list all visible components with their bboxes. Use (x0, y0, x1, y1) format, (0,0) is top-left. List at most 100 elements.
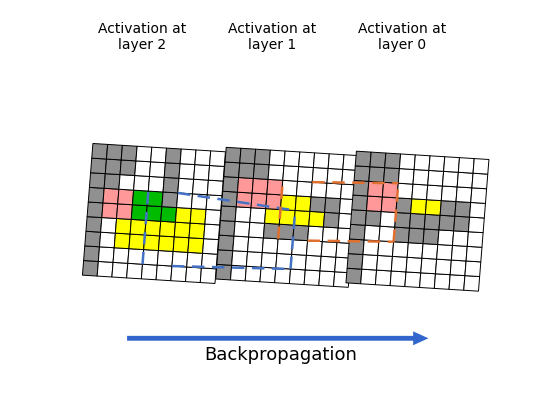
Polygon shape (100, 232, 116, 248)
Polygon shape (249, 222, 265, 238)
Polygon shape (225, 147, 241, 163)
Polygon shape (238, 163, 254, 178)
Polygon shape (145, 220, 161, 236)
Polygon shape (349, 239, 364, 254)
Polygon shape (205, 209, 221, 225)
Polygon shape (132, 205, 147, 220)
Polygon shape (363, 240, 379, 256)
Polygon shape (295, 196, 311, 211)
Polygon shape (266, 194, 282, 210)
Polygon shape (171, 266, 187, 282)
Polygon shape (392, 242, 408, 257)
Polygon shape (221, 191, 237, 207)
Polygon shape (90, 158, 106, 174)
Polygon shape (147, 191, 163, 207)
Polygon shape (84, 246, 100, 262)
Polygon shape (117, 204, 133, 220)
Polygon shape (144, 235, 159, 250)
Polygon shape (370, 152, 386, 168)
Polygon shape (186, 267, 202, 282)
Polygon shape (299, 152, 315, 168)
Polygon shape (158, 236, 174, 252)
Polygon shape (328, 154, 344, 169)
Polygon shape (156, 265, 172, 281)
Polygon shape (420, 273, 436, 288)
Polygon shape (142, 250, 158, 265)
Polygon shape (362, 254, 378, 270)
Polygon shape (305, 255, 321, 271)
Polygon shape (141, 264, 157, 280)
Polygon shape (146, 206, 162, 221)
Polygon shape (208, 166, 224, 181)
Polygon shape (439, 215, 455, 231)
Polygon shape (310, 197, 326, 212)
Polygon shape (298, 166, 313, 182)
Polygon shape (252, 178, 268, 194)
Polygon shape (172, 252, 188, 267)
Polygon shape (414, 155, 430, 170)
Polygon shape (353, 180, 369, 196)
Polygon shape (449, 275, 465, 290)
Polygon shape (120, 160, 136, 176)
Polygon shape (383, 182, 398, 198)
Polygon shape (187, 252, 203, 268)
Polygon shape (268, 165, 284, 180)
Polygon shape (180, 149, 196, 164)
Polygon shape (471, 188, 487, 203)
Polygon shape (293, 225, 309, 241)
Polygon shape (454, 216, 470, 232)
Polygon shape (294, 210, 310, 226)
Polygon shape (398, 168, 414, 184)
Polygon shape (164, 163, 180, 178)
Polygon shape (209, 151, 225, 166)
Polygon shape (442, 171, 458, 187)
Polygon shape (381, 197, 397, 212)
Polygon shape (119, 174, 135, 190)
Polygon shape (261, 252, 277, 268)
Polygon shape (89, 173, 105, 188)
Polygon shape (413, 170, 429, 185)
Polygon shape (165, 148, 181, 164)
Polygon shape (130, 220, 146, 235)
Polygon shape (324, 198, 340, 213)
Polygon shape (321, 242, 337, 257)
Polygon shape (277, 239, 293, 254)
Polygon shape (260, 267, 276, 283)
Polygon shape (254, 149, 270, 165)
Polygon shape (322, 227, 338, 242)
Polygon shape (161, 207, 176, 222)
Polygon shape (351, 210, 367, 225)
Polygon shape (112, 262, 128, 278)
Polygon shape (423, 229, 439, 244)
Polygon shape (399, 154, 415, 170)
Polygon shape (379, 226, 395, 242)
Polygon shape (361, 269, 376, 285)
Polygon shape (406, 257, 422, 273)
Polygon shape (203, 239, 219, 254)
Polygon shape (457, 172, 473, 188)
Polygon shape (323, 212, 339, 228)
Polygon shape (425, 200, 441, 215)
Polygon shape (378, 241, 393, 256)
Polygon shape (247, 252, 262, 267)
Polygon shape (251, 193, 267, 209)
Polygon shape (467, 232, 483, 247)
Polygon shape (441, 186, 457, 202)
Polygon shape (384, 168, 399, 183)
Polygon shape (264, 223, 279, 239)
Polygon shape (216, 264, 232, 280)
Polygon shape (106, 144, 122, 160)
Polygon shape (97, 262, 113, 277)
Polygon shape (290, 254, 306, 270)
Polygon shape (438, 230, 454, 246)
Polygon shape (352, 195, 368, 211)
Polygon shape (85, 231, 101, 247)
Polygon shape (133, 190, 149, 206)
Polygon shape (309, 211, 324, 227)
Polygon shape (368, 181, 384, 197)
Polygon shape (162, 192, 178, 208)
Polygon shape (265, 209, 281, 224)
Polygon shape (335, 257, 351, 273)
Polygon shape (149, 176, 164, 192)
Polygon shape (376, 256, 392, 271)
